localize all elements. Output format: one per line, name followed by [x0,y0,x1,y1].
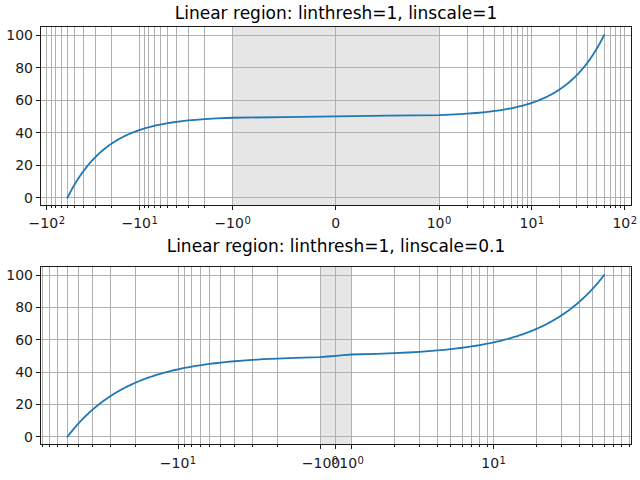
y-tick-label: 80 [0,299,33,315]
x-tick-label: 101 [481,455,506,473]
x-tick-label: −101 [160,455,196,473]
figure: Linear region: linthresh=1, linscale=1 L… [0,0,640,480]
x-tick-label: −101 [121,215,157,233]
x-tick-label: 102 [612,215,637,233]
y-tick-label: 80 [0,60,33,76]
x-tick-label: 100 [339,455,364,473]
x-tick-label: −100 [214,215,250,233]
y-tick-label: 0 [0,429,33,445]
y-tick-label: 0 [0,190,33,206]
y-tick-label: 20 [0,396,33,412]
x-tick-label: 101 [520,215,545,233]
subplot-1-title: Linear region: linthresh=1, linscale=1 [175,2,497,24]
y-tick-label: 100 [0,27,33,43]
x-tick-label: 100 [427,215,452,233]
y-tick-label: 60 [0,92,33,108]
y-tick-label: 60 [0,332,33,348]
x-tick-label: −102 [29,215,65,233]
y-tick-label: 100 [0,267,33,283]
y-tick-label: 40 [0,364,33,380]
subplot-2-title: Linear region: linthresh=1, linscale=0.1 [167,235,506,257]
y-tick-label: 40 [0,125,33,141]
y-tick-label: 20 [0,157,33,173]
x-tick-label: 0 [331,215,340,232]
